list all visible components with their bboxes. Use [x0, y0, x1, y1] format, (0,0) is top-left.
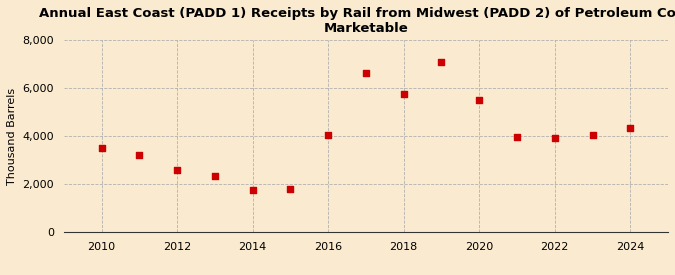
Point — [97, 146, 107, 150]
Point — [285, 186, 296, 191]
Point — [209, 173, 220, 178]
Point — [436, 60, 447, 64]
Point — [134, 153, 144, 157]
Point — [398, 92, 409, 96]
Point — [549, 136, 560, 141]
Point — [171, 167, 182, 172]
Point — [587, 133, 598, 137]
Y-axis label: Thousand Barrels: Thousand Barrels — [7, 87, 17, 185]
Point — [625, 125, 636, 130]
Point — [474, 98, 485, 102]
Title: Annual East Coast (PADD 1) Receipts by Rail from Midwest (PADD 2) of Petroleum C: Annual East Coast (PADD 1) Receipts by R… — [38, 7, 675, 35]
Point — [360, 70, 371, 75]
Point — [323, 133, 333, 137]
Point — [247, 188, 258, 192]
Point — [512, 135, 522, 139]
